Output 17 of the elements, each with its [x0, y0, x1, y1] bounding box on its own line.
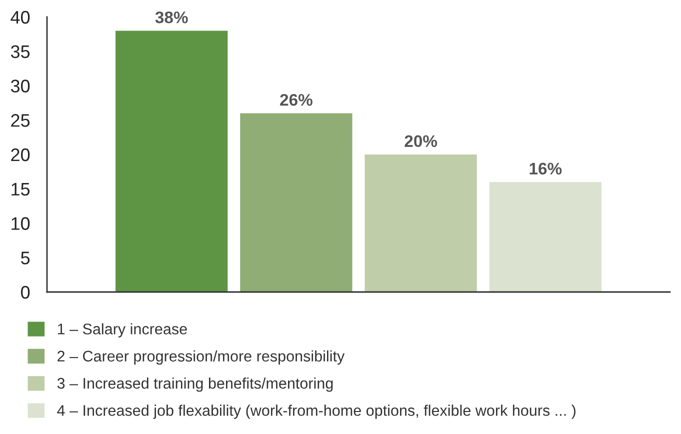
- legend-label: 1 – Salary increase: [58, 323, 187, 338]
- y-tick-label: 25: [11, 114, 30, 127]
- y-tick-label: 0: [21, 286, 30, 299]
- y-tick-label: 30: [10, 80, 30, 92]
- y-tick-label: 20: [11, 148, 30, 162]
- y-tick-label: 10: [12, 217, 30, 230]
- legend-label: 2 – Career progression/more responsibility: [58, 350, 345, 365]
- y-tick-label: 15: [12, 182, 30, 196]
- y-tick-label: 40: [10, 10, 30, 24]
- data-label: 38%: [155, 11, 188, 24]
- legend-label: 4 – Increased job flexability (work-from-home options, flexible work hours ... ): [57, 404, 576, 419]
- y-tick-label: 5: [21, 252, 30, 264]
- data-label: 26%: [280, 94, 312, 106]
- data-label: 16%: [530, 162, 562, 175]
- data-label: 20%: [404, 135, 438, 148]
- legend-label: 3 – Increased training benefits/mentoring: [57, 378, 333, 392]
- y-tick-label: 35: [10, 45, 30, 58]
